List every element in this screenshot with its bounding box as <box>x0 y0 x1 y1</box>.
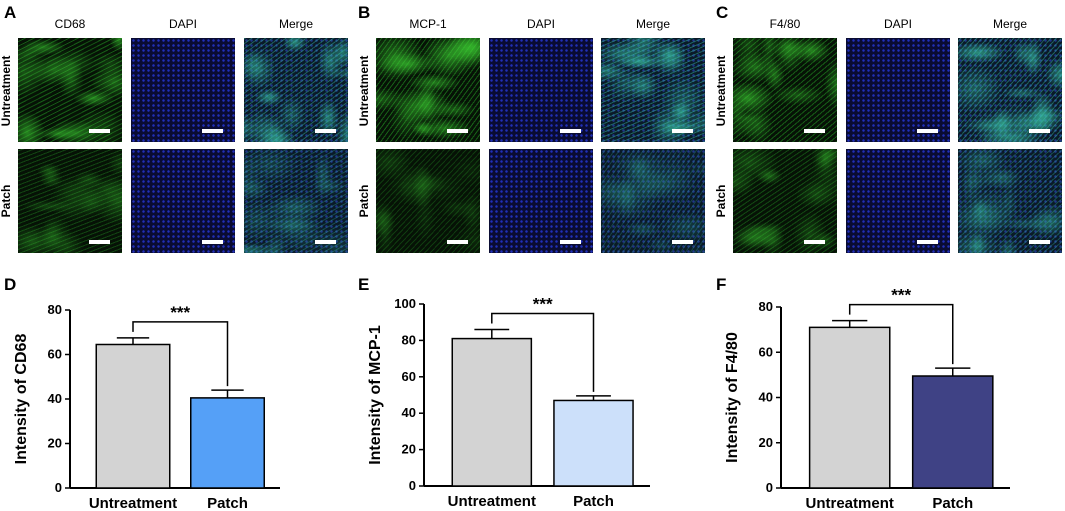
micrograph-b-untreatment-marker <box>376 38 480 142</box>
scale-bar <box>89 129 110 133</box>
micrograph-b-patch-merge <box>601 149 705 253</box>
y-tick-label: 0 <box>766 480 773 495</box>
bar-patch <box>190 397 265 489</box>
row-label-patch: Patch <box>357 184 371 218</box>
y-tick-label: 100 <box>394 296 416 311</box>
row-label-patch: Patch <box>714 184 728 218</box>
column-label-merge: Merge <box>635 17 670 31</box>
scale-bar <box>447 129 468 133</box>
column-label-dapi: DAPI <box>168 17 197 31</box>
micrograph-a-untreatment-merge <box>244 38 348 142</box>
y-tick-label: 40 <box>402 405 416 420</box>
panel-letter-d: D <box>4 275 17 294</box>
scale-bar <box>202 240 223 244</box>
micrograph-a-patch-merge <box>244 149 348 253</box>
panel-letter-f: F <box>716 275 727 294</box>
y-tick-label: 60 <box>759 344 773 359</box>
y-tick-label: 20 <box>48 436 62 451</box>
bar-chart-f4-80: 0 20 40 60 80 Intensity of F4/80 Untreatment Pa… <box>724 286 1010 511</box>
significance-bracket <box>491 312 595 392</box>
scale-bar <box>672 129 693 133</box>
y-tick-label: 0 <box>55 480 62 495</box>
column-label-merge: Merge <box>278 17 313 31</box>
y-tick-label: 80 <box>48 302 62 317</box>
y-tick-label: 60 <box>48 347 62 362</box>
bar-chart-cd68: 0 20 40 60 80 Intensity of CD68 Untreatment Pat… <box>13 302 280 511</box>
bar-chart-mcp-1: 0 20 40 60 80 100 Intensity of MCP-1 Untreatmen… <box>367 294 650 510</box>
micrograph-b-patch-marker <box>376 149 480 253</box>
scale-bar <box>672 240 693 244</box>
micrograph-b-untreatment-dapi <box>489 38 593 142</box>
y-tick-label: 0 <box>409 478 416 493</box>
y-tick-label: 80 <box>759 299 773 314</box>
x-tick-label: Patch <box>207 495 248 511</box>
scale-bar <box>315 240 336 244</box>
x-tick-label: Patch <box>573 493 614 510</box>
micrograph-c-untreatment-marker <box>733 38 837 142</box>
y-axis-label: Intensity of MCP-1 <box>367 325 384 465</box>
y-axis-label: Intensity of F4/80 <box>724 332 741 463</box>
scale-bar <box>917 129 938 133</box>
micrograph-a-untreatment-marker <box>18 38 122 142</box>
significance-bracket <box>848 303 954 365</box>
column-label-merge: Merge <box>992 17 1027 31</box>
scale-bar <box>560 129 581 133</box>
y-tick-label: 20 <box>759 435 773 450</box>
panel-letter-b: B <box>358 3 371 22</box>
scale-bar <box>804 129 825 133</box>
panel-letter-c: C <box>716 3 729 22</box>
scale-bar <box>202 129 223 133</box>
micrograph-c-patch-dapi <box>846 149 950 253</box>
micrograph-a-untreatment-dapi <box>131 38 235 142</box>
x-tick-label: Patch <box>932 495 973 511</box>
significance-bracket <box>132 321 229 387</box>
micrograph-a-patch-marker <box>18 149 122 253</box>
y-axis-label: Intensity of CD68 <box>13 334 30 465</box>
micrograph-c-untreatment-dapi <box>846 38 950 142</box>
row-label-untreatment: Untreatment <box>0 55 13 127</box>
bar-untreatment <box>451 337 533 487</box>
x-tick-label: Untreatment <box>448 493 536 510</box>
micrograph-b-untreatment-merge <box>601 38 705 142</box>
scale-bar <box>1029 240 1050 244</box>
row-label-untreatment: Untreatment <box>357 55 371 127</box>
x-tick-label: Untreatment <box>89 495 177 511</box>
micrograph-c-patch-merge <box>958 149 1062 253</box>
micrograph-a-patch-dapi <box>131 149 235 253</box>
micrograph-c-patch-marker <box>733 149 837 253</box>
significance-label: *** <box>533 294 553 313</box>
panel-letter-a: A <box>4 3 17 22</box>
bar-patch <box>553 399 634 487</box>
y-tick-label: 40 <box>48 391 62 406</box>
scale-bar <box>1029 129 1050 133</box>
scale-bar <box>804 240 825 244</box>
bar-untreatment <box>808 326 891 489</box>
row-label-patch: Patch <box>0 184 13 218</box>
bar-patch <box>911 375 994 489</box>
x-tick-label: Untreatment <box>806 495 894 511</box>
row-label-untreatment: Untreatment <box>714 55 728 127</box>
column-label-f4-80: F4/80 <box>769 17 801 31</box>
column-label-dapi: DAPI <box>883 17 912 31</box>
column-label-cd68: CD68 <box>54 17 86 31</box>
micrograph-b-patch-dapi <box>489 149 593 253</box>
micrograph-c-untreatment-merge <box>958 38 1062 142</box>
y-tick-label: 20 <box>402 442 416 457</box>
scale-bar <box>560 240 581 244</box>
scale-bar <box>917 240 938 244</box>
scale-bar <box>315 129 336 133</box>
scale-bar <box>89 240 110 244</box>
significance-label: *** <box>170 303 190 322</box>
y-tick-label: 60 <box>402 369 416 384</box>
scale-bar <box>447 240 468 244</box>
y-tick-label: 40 <box>759 390 773 405</box>
significance-label: *** <box>891 286 911 305</box>
column-label-mcp-1: MCP-1 <box>409 17 447 31</box>
column-label-dapi: DAPI <box>526 17 555 31</box>
y-tick-label: 80 <box>402 332 416 347</box>
panel-letter-e: E <box>358 275 370 294</box>
bar-untreatment <box>95 343 171 489</box>
